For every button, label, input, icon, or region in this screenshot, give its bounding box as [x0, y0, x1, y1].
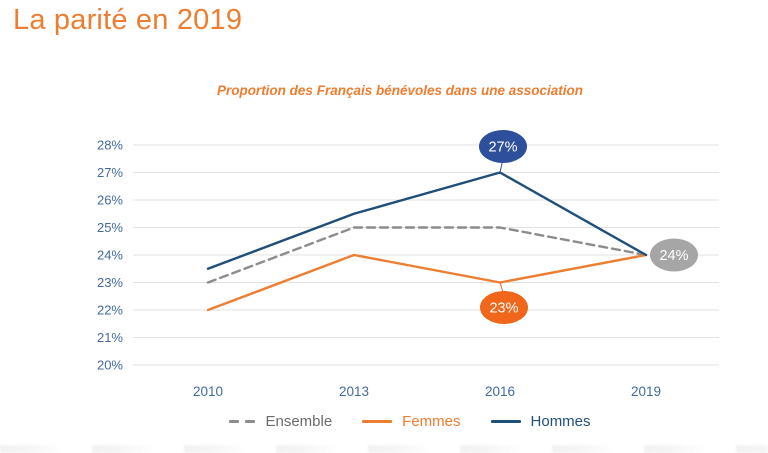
data-label-text: 24%	[659, 248, 688, 264]
y-axis-label: 22%	[97, 303, 123, 318]
legend-item-ensemble: Ensemble	[229, 413, 332, 430]
hommes-line-sample	[490, 420, 521, 423]
legend-label-hommes: Hommes	[530, 413, 591, 430]
legend-item-hommes: Hommes	[490, 413, 591, 430]
data-label-bubble-ensemble	[650, 238, 698, 272]
y-axis-label: 20%	[97, 358, 123, 373]
x-axis-label: 2016	[485, 384, 515, 399]
page-title: La parité en 2019	[13, 4, 243, 36]
y-axis-label: 21%	[97, 330, 123, 345]
y-axis-label: 28%	[97, 138, 123, 153]
data-label-bubble-hommes	[479, 130, 527, 163]
data-label-text: 23%	[489, 301, 518, 317]
x-axis-label: 2013	[339, 384, 369, 399]
y-axis-label: 27%	[97, 165, 123, 180]
series-line-hommes	[206, 171, 648, 270]
series-line-femmes	[206, 253, 648, 312]
data-label-text: 27%	[488, 140, 517, 156]
y-axis-label: 24%	[97, 248, 123, 263]
series-line-ensemble	[206, 226, 648, 284]
chart-title: Proportion des Français bénévoles dans u…	[216, 83, 584, 98]
femmes-line-sample	[362, 420, 393, 423]
legend-label-ensemble: Ensemble	[265, 413, 333, 430]
chart-legend: Ensemble Femmes Hommes	[26, 413, 768, 430]
legend-item-femmes: Femmes	[362, 413, 461, 430]
ensemble-dashed-line-sample	[229, 420, 256, 423]
y-axis-label: 23%	[97, 275, 123, 290]
x-axis-label: 2019	[631, 384, 661, 399]
cropped-next-line-strip	[0, 445, 768, 453]
y-axis-label: 25%	[97, 220, 123, 235]
legend-label-femmes: Femmes	[402, 413, 461, 430]
x-axis-label: 2010	[193, 384, 223, 399]
data-label-bubble-femmes	[480, 291, 528, 324]
y-axis-label: 26%	[97, 193, 123, 208]
